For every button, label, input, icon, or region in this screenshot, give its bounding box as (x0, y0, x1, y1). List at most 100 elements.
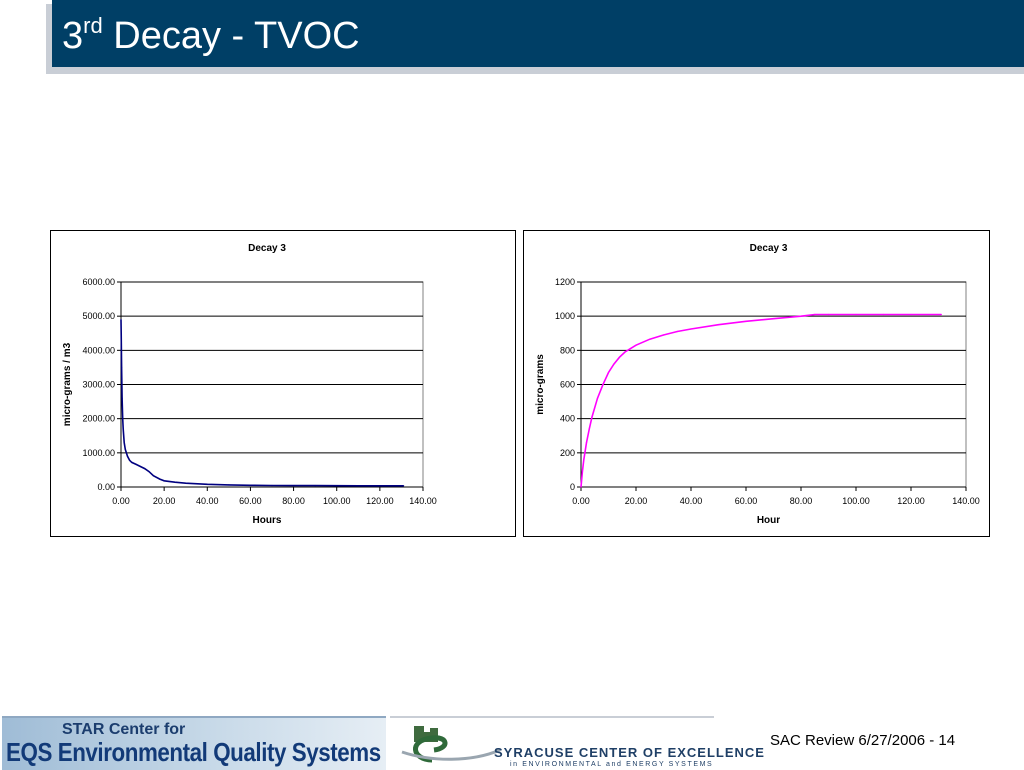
y-tick-label: 5000.00 (82, 311, 115, 321)
data-point (185, 482, 187, 484)
data-point (629, 348, 632, 350)
x-tick-label: 0.00 (572, 496, 590, 506)
x-tick-label: 140.00 (952, 496, 980, 506)
chart-title: Decay 3 (750, 243, 788, 254)
x-tick-label: 0.00 (112, 496, 130, 506)
y-tick-label: 1200 (555, 277, 575, 287)
x-axis-label: Hours (253, 515, 282, 526)
data-point (314, 485, 316, 487)
x-tick-label: 100.00 (323, 496, 351, 506)
y-tick-label: 2000.00 (82, 414, 115, 424)
data-point (152, 475, 154, 477)
x-axis-label: Hour (757, 515, 780, 526)
y-tick-label: 0.00 (97, 482, 115, 492)
data-point (814, 313, 816, 316)
syracuse-center-logo: SYRACUSE CENTER OF EXCELLENCE in ENVIRON… (390, 716, 764, 770)
data-point (379, 485, 381, 487)
data-point (745, 320, 747, 322)
data-point (249, 484, 251, 486)
x-tick-label: 120.00 (897, 496, 925, 506)
x-tick-label: 20.00 (153, 496, 176, 506)
x-tick-label: 140.00 (409, 496, 437, 506)
x-tick-label: 80.00 (790, 496, 813, 506)
data-point (228, 484, 230, 486)
title-number: 3 (62, 15, 84, 57)
x-tick-label: 40.00 (680, 496, 703, 506)
x-tick-label: 100.00 (842, 496, 870, 506)
data-point (624, 351, 626, 353)
data-point (121, 397, 123, 399)
data-point (855, 313, 857, 316)
y-tick-label: 3000.00 (82, 380, 115, 390)
data-point (131, 461, 133, 463)
data-point (139, 465, 141, 468)
data-point (772, 318, 775, 320)
data-point (602, 383, 604, 386)
data-point (159, 478, 161, 480)
x-tick-label: 120.00 (366, 496, 394, 506)
data-point (135, 463, 137, 465)
y-tick-label: 800 (560, 345, 575, 355)
data-point (336, 485, 338, 487)
data-point (635, 344, 637, 346)
data-point (120, 332, 122, 334)
x-tick-label: 80.00 (282, 496, 305, 506)
y-tick-label: 1000.00 (82, 448, 115, 458)
data-point (206, 483, 208, 485)
title-rest: Decay - TVOC (113, 15, 360, 57)
syracuse-logo-mark (401, 726, 501, 763)
y-tick-label: 600 (560, 380, 575, 390)
slide-footer: SAC Review 6/27/2006 - 14 (770, 732, 956, 749)
y-tick-label: 4000.00 (82, 345, 115, 355)
data-point (613, 363, 615, 365)
data-point (940, 313, 942, 316)
data-point (174, 481, 176, 483)
y-axis-label: micro-grams (535, 354, 546, 415)
eqs-logo-top-text: STAR Center for (62, 721, 186, 738)
data-point (123, 442, 125, 444)
data-point (882, 313, 885, 316)
data-point (163, 480, 165, 482)
data-point (126, 455, 129, 457)
data-point (690, 328, 692, 330)
syracuse-logo-title: SYRACUSE CENTER OF EXCELLENCE (494, 745, 765, 760)
y-tick-label: 0 (570, 482, 575, 492)
data-point (585, 442, 588, 444)
data-point (121, 366, 123, 368)
data-point (910, 313, 912, 316)
data-point (581, 471, 583, 473)
data-point (596, 397, 599, 399)
data-point (618, 356, 621, 358)
x-tick-label: 20.00 (625, 496, 648, 506)
data-point (583, 459, 585, 461)
chart-decay-mass-svg: 0 200 400 600 800 1000 1200 0.00 20.00 40.00 60.00… (535, 243, 980, 526)
series-line (120, 319, 404, 487)
data-point (591, 416, 593, 418)
x-tick-label: 60.00 (239, 496, 262, 506)
title-superscript: rd (83, 13, 103, 38)
data-point (588, 428, 590, 430)
data-point (122, 428, 124, 430)
series-line (580, 313, 942, 488)
data-point (827, 313, 830, 316)
title-bar (52, 0, 1024, 67)
data-point (580, 486, 582, 488)
data-point (357, 485, 359, 487)
y-tick-label: 200 (560, 448, 575, 458)
data-point (293, 485, 295, 487)
slide-title: 3rd Decay - TVOC (62, 14, 360, 58)
y-axis-label: micro-grams / m3 (62, 342, 73, 426)
chart-decay-mass: 0 200 400 600 800 1000 1200 0.00 20.00 40.00 60.00… (523, 230, 990, 537)
chart-title: Decay 3 (248, 243, 286, 254)
data-point (148, 471, 150, 473)
eqs-star-center-logo: STAR Center for EQS Environmental Qualit… (2, 716, 386, 770)
data-point (120, 319, 122, 321)
data-point (271, 484, 273, 487)
x-tick-label: 40.00 (196, 496, 219, 506)
data-point (662, 334, 665, 336)
data-point (122, 418, 124, 420)
x-tick-label: 60.00 (735, 496, 758, 506)
eqs-logo-main-text: EQS Environmental Quality Systems (6, 737, 381, 767)
data-point (607, 371, 610, 374)
y-tick-label: 400 (560, 414, 575, 424)
